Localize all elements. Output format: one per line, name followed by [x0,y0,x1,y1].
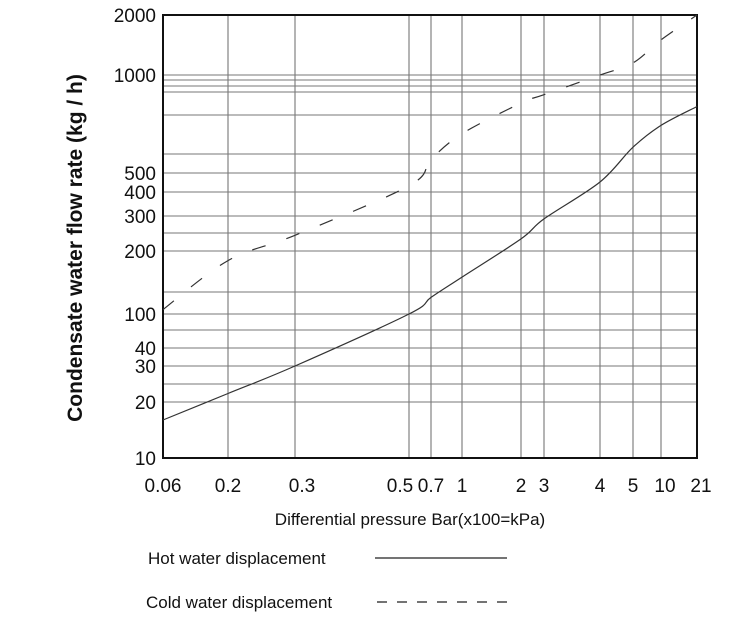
horizontal-grid [163,74,697,403]
y-tick-label: 10 [135,449,156,470]
y-tick-label: 500 [124,164,156,185]
y-tick-label: 20 [135,393,156,414]
x-tick-label: 2 [516,476,527,497]
x-tick-label: 0.2 [215,476,241,497]
y-tick-label: 40 [135,339,156,360]
y-tick-label: 300 [124,207,156,228]
x-tick-label: 0.7 [418,476,444,497]
y-tick-label: 2000 [114,6,156,27]
y-axis-label: Condensate water flow rate (kg / h) [64,74,87,422]
x-tick-label: 1 [457,476,468,497]
y-tick-label: 1000 [114,66,156,87]
y-tick-label: 200 [124,242,156,263]
y-tick-label: 30 [135,357,156,378]
series-line-hot-water [162,105,698,421]
y-tick-label: 400 [124,183,156,204]
series-line-cold-water [162,14,698,311]
x-tick-label: 10 [654,476,675,497]
series-layer [162,14,698,421]
x-tick-label: 0.5 [387,476,413,497]
x-tick-label: 4 [595,476,606,497]
y-tick-label: 100 [124,305,156,326]
x-tick-label: 0.06 [145,476,182,497]
x-axis-label: Differential pressure Bar(x100=kPa) [275,510,545,529]
legend-label-hot-water: Hot water displacement [148,549,326,568]
x-tick-label: 5 [628,476,639,497]
legend-label-cold-water: Cold water displacement [146,593,332,612]
plot-frame [162,14,698,459]
x-tick-labels: 0.06 0.2 0.3 0.5 0.7 1 2 3 4 5 10 21 [145,476,712,497]
x-tick-label: 21 [690,476,711,497]
legend: Hot water displacement Cold water displa… [146,549,507,612]
x-tick-label: 3 [539,476,550,497]
x-tick-label: 0.3 [289,476,315,497]
